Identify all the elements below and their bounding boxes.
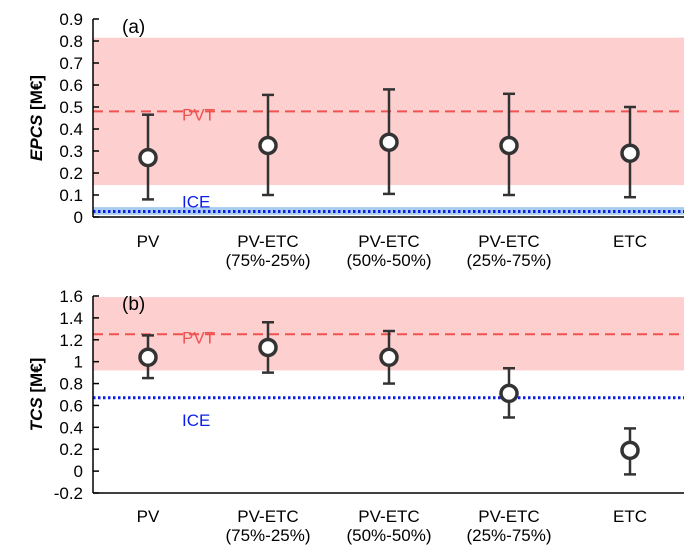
x-category-label: ETC bbox=[613, 507, 647, 526]
x-category-label: PV-ETC (25%-75%) bbox=[466, 232, 551, 270]
x-category-label: PV-ETC (25%-75%) bbox=[466, 507, 551, 545]
panel-label: (a) bbox=[122, 17, 145, 38]
y-axis-title: TCS [M€] bbox=[27, 358, 46, 432]
y-tick-label: 1 bbox=[74, 353, 83, 372]
y-tick-label: 0.4 bbox=[59, 120, 83, 139]
x-category-label: PV-ETC (50%-50%) bbox=[346, 507, 431, 545]
data-point-marker bbox=[138, 147, 158, 168]
ice-reference-label: ICE bbox=[182, 411, 210, 430]
y-tick-label: 0 bbox=[74, 462, 83, 481]
y-tick-label: 1.2 bbox=[59, 331, 83, 350]
x-category-label: PV-ETC (50%-50%) bbox=[346, 232, 431, 270]
data-point-marker bbox=[138, 347, 158, 368]
data-point-marker bbox=[499, 135, 519, 156]
panel-a: PVT ICE 0 0.1 0.2 0.3 0.4 0.5 0.6 0.7 0.8 0.9 EPCS [… bbox=[27, 10, 684, 270]
pvt-reference-label: PVT bbox=[182, 105, 215, 124]
y-tick-label: 1.6 bbox=[59, 287, 83, 306]
data-point-marker bbox=[499, 383, 519, 404]
data-point-marker bbox=[379, 347, 399, 368]
y-tick-label: 0.2 bbox=[59, 164, 83, 183]
x-category-label: PV-ETC (75%-25%) bbox=[225, 232, 310, 270]
data-point-marker bbox=[620, 143, 640, 163]
y-tick-label: 0.8 bbox=[59, 375, 83, 394]
x-category-label: PV bbox=[137, 507, 160, 526]
y-tick-label: 0.6 bbox=[59, 76, 83, 95]
y-tick-label: 0.5 bbox=[59, 98, 83, 117]
y-tick-label: 0.4 bbox=[59, 418, 83, 437]
panel-label: (b) bbox=[122, 294, 145, 315]
x-category-label: PV-ETC (75%-25%) bbox=[225, 507, 310, 545]
pvt-reference-label: PVT bbox=[182, 328, 215, 347]
data-point-marker bbox=[258, 337, 278, 358]
y-tick-label: 0.3 bbox=[59, 142, 83, 161]
data-point-marker bbox=[620, 440, 640, 461]
y-axis-title: EPCS [M€] bbox=[27, 75, 46, 161]
data-point-marker bbox=[258, 135, 278, 156]
x-category-label: PV bbox=[137, 232, 160, 251]
y-tick-label: 0.1 bbox=[59, 186, 83, 205]
y-tick-label: 0.8 bbox=[59, 32, 83, 51]
panel-b: PVT ICE -0.2 0 0.2 0.4 0.6 0.8 1 1.2 1.4 1.6 TCS [M€… bbox=[27, 287, 684, 545]
y-tick-label: 0.2 bbox=[59, 440, 83, 459]
ice-reference-label: ICE bbox=[182, 193, 210, 212]
y-tick-label: 1.4 bbox=[59, 309, 83, 328]
y-tick-label: 0 bbox=[74, 208, 83, 227]
y-tick-label: 0.6 bbox=[59, 396, 83, 415]
y-tick-label: 0.9 bbox=[59, 10, 83, 29]
y-tick-label: 0.7 bbox=[59, 54, 83, 73]
data-point-marker bbox=[379, 132, 399, 152]
y-tick-label: -0.2 bbox=[54, 484, 83, 503]
x-category-label: ETC bbox=[613, 232, 647, 251]
